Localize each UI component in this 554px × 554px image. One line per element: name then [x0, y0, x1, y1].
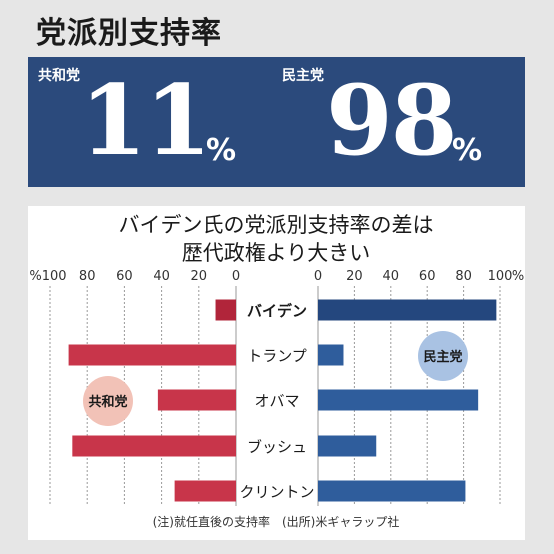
right-tick-label: 20: [346, 269, 363, 284]
left-tick-label: 0: [232, 269, 240, 284]
chart-note: (注)就任直後の支持率 (出所)米ギャラップ社: [153, 514, 400, 529]
democrat-bar: [318, 344, 344, 366]
republican-approval-value: 11: [80, 64, 212, 177]
right-tick-label: 100: [488, 269, 513, 284]
republican-bar: [68, 344, 236, 366]
democrat-bar: [318, 480, 466, 502]
republican-bubble-label: 共和党: [88, 394, 127, 410]
left-tick-label: 20: [191, 269, 208, 284]
democrat-approval-value: 98: [326, 64, 458, 177]
category-label: オバマ: [254, 392, 299, 410]
republican-percent-sign: %: [206, 133, 237, 168]
right-tick-label: 40: [383, 269, 400, 284]
democrat-bar: [318, 435, 377, 457]
chart-title-line: 歴代政権より大きい: [182, 241, 371, 265]
right-tick-label: 80: [455, 269, 472, 284]
democrat-bubble: [418, 331, 468, 381]
democrat-percent-sign: %: [452, 133, 483, 168]
right-tick-label: 0: [314, 269, 322, 284]
republican-label: 共和党: [38, 68, 80, 84]
chart-panel: バイデン氏の党派別支持率の差は 歴代政権より大きい %100 80 60 40 20 0 0 20…: [28, 206, 525, 540]
right-tick-label: %: [512, 269, 524, 284]
left-tick-label: 40: [153, 269, 170, 284]
chart-title-line: バイデン氏の党派別支持率の差は: [119, 213, 434, 237]
republican-bar: [157, 389, 236, 411]
left-tick-label: 80: [79, 269, 96, 284]
page-title: 党派別支持率: [36, 16, 222, 51]
category-label: トランプ: [247, 347, 307, 365]
republican-bar: [72, 435, 236, 457]
category-label: ブッシュ: [247, 438, 307, 456]
republican-bubble: [83, 376, 133, 426]
democrat-bubble-label: 民主党: [423, 349, 462, 365]
republican-bar: [215, 299, 236, 321]
democrat-bar: [318, 299, 497, 321]
category-label: バイデン: [247, 302, 307, 320]
left-tick-label: %100: [29, 269, 66, 284]
approval-banner: 共和党 11 % 民主党 98 %: [28, 57, 525, 187]
democrat-label: 民主党: [282, 68, 324, 84]
democrat-bar: [318, 389, 479, 411]
left-tick-label: 60: [116, 269, 133, 284]
republican-bar: [174, 480, 236, 502]
right-tick-label: 60: [419, 269, 436, 284]
category-label: クリントン: [239, 483, 314, 501]
